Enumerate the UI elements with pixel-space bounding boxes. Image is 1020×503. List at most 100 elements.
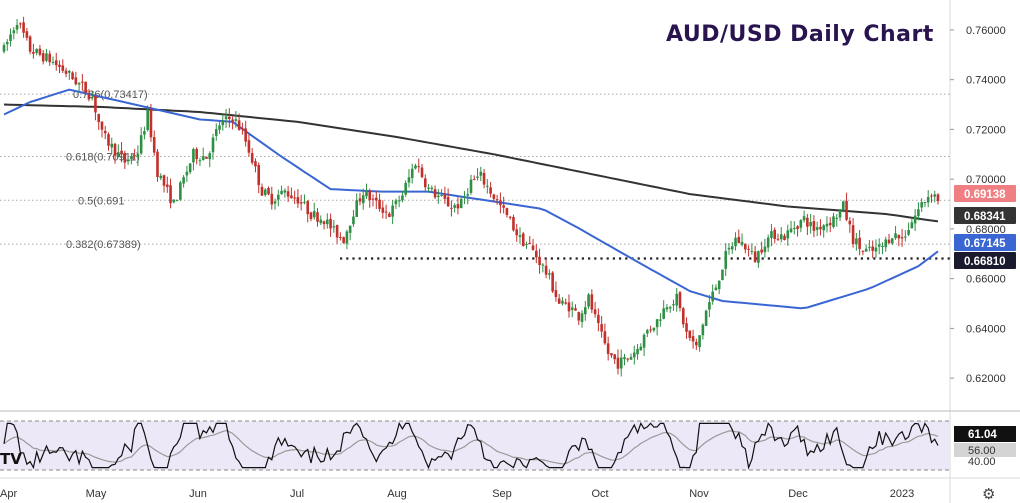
candle-body — [381, 207, 385, 213]
candle-body — [195, 148, 198, 160]
candle-body — [205, 156, 208, 159]
gear-icon[interactable]: ⚙ — [982, 485, 996, 503]
candle-body — [623, 357, 626, 360]
candle-body — [544, 265, 548, 275]
candle-body — [528, 242, 532, 244]
price-tick-label: 0.64000 — [966, 323, 1006, 335]
candle-body — [740, 241, 744, 245]
candle-body — [12, 30, 16, 34]
candle-body — [397, 200, 401, 202]
candle-body — [231, 119, 234, 122]
candle-body — [84, 81, 87, 93]
candle-body — [926, 197, 930, 203]
candle-body — [329, 218, 332, 229]
candle-body — [254, 161, 257, 167]
candle-body — [884, 239, 888, 248]
candle-body — [855, 238, 858, 245]
candle-body — [365, 190, 368, 197]
candle-body — [665, 307, 669, 310]
candle-body — [593, 309, 597, 315]
candle-body — [721, 269, 724, 280]
candle-body — [838, 209, 842, 218]
candle-body — [760, 249, 763, 253]
candle-body — [659, 319, 662, 321]
candle-body — [551, 272, 554, 292]
price-badges: 0.69138 0.68341 0.67145 0.66810 — [954, 185, 1016, 269]
candle-body — [564, 302, 568, 304]
candle-body — [188, 163, 192, 173]
candle-body — [299, 202, 303, 204]
candle-body — [68, 70, 71, 73]
candle-body — [652, 327, 656, 331]
candle-body — [273, 201, 277, 204]
candle-body — [486, 185, 489, 187]
candle-body — [832, 216, 835, 227]
candle-body — [228, 116, 231, 119]
month-label: Jun — [189, 488, 207, 500]
candle-body — [796, 226, 799, 230]
candle-body — [28, 36, 32, 52]
candle-body — [430, 187, 434, 190]
candle-body — [668, 307, 672, 309]
candle-body — [466, 194, 470, 196]
price-badge-label: 0.69138 — [964, 189, 1006, 201]
candle-body — [570, 307, 574, 310]
month-label: 2023 — [890, 488, 914, 500]
candle-body — [172, 199, 176, 203]
price-badge — [954, 252, 1016, 269]
candle-body — [845, 200, 848, 220]
candle-body — [515, 229, 519, 236]
candle-body — [717, 280, 721, 290]
candle-body — [757, 251, 760, 263]
candle-body — [319, 219, 323, 224]
month-label: Oct — [591, 488, 608, 500]
candle-body — [371, 198, 375, 200]
candle-body — [126, 160, 130, 162]
candle-body — [802, 216, 806, 221]
candle-body — [538, 256, 541, 266]
candle-body — [169, 185, 172, 204]
candle-body — [437, 195, 440, 197]
candle-body — [639, 346, 643, 351]
candle-body — [822, 225, 825, 231]
candle-body — [453, 205, 456, 208]
candle-body — [548, 273, 551, 275]
candle-body — [175, 200, 179, 202]
candle-body — [698, 335, 701, 348]
candle-body — [146, 109, 149, 130]
price-badge — [954, 185, 1016, 202]
candle-body — [348, 225, 352, 233]
candle-body — [143, 130, 146, 135]
moving-average-line — [3, 88, 939, 310]
candle-body — [19, 23, 22, 25]
candle-body — [335, 225, 339, 238]
month-label: Apr — [0, 488, 17, 500]
candle-body — [577, 312, 581, 321]
candle-body — [766, 237, 770, 248]
candle-body — [828, 222, 832, 226]
candle-body — [280, 190, 283, 195]
candle-body — [283, 190, 287, 193]
candle-body — [499, 200, 502, 206]
candle-body — [531, 245, 535, 250]
candle-body — [45, 53, 48, 61]
candle-body — [391, 205, 394, 217]
candle-body — [561, 300, 564, 304]
candle-body — [345, 231, 349, 244]
month-label: Aug — [387, 488, 407, 500]
candle-body — [900, 237, 904, 239]
candle-body — [835, 217, 839, 219]
candle-body — [303, 201, 306, 203]
candle-body — [136, 153, 140, 158]
candle-body — [714, 287, 718, 291]
candle-body — [704, 310, 708, 326]
candle-body — [554, 290, 558, 298]
candle-body — [727, 247, 731, 250]
candle-body — [110, 143, 114, 148]
candle-body — [182, 177, 185, 184]
candle-body — [868, 246, 871, 248]
candle-body — [930, 195, 933, 197]
candle-body — [770, 231, 773, 238]
candle-body — [502, 205, 505, 208]
